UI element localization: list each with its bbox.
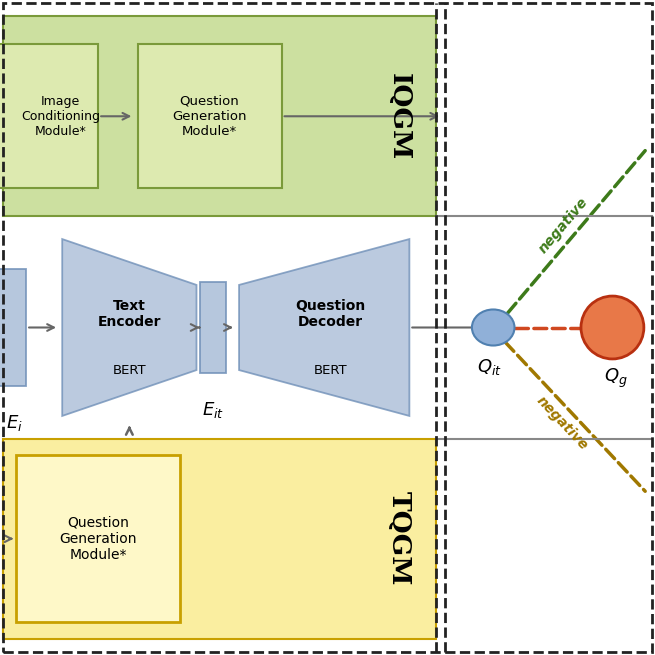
Circle shape	[581, 296, 644, 359]
Text: BERT: BERT	[314, 364, 348, 377]
Text: $\mathit{E_i}$: $\mathit{E_i}$	[7, 413, 23, 433]
Text: IQGM: IQGM	[387, 73, 412, 160]
Bar	[0, 45, 98, 189]
Polygon shape	[239, 239, 409, 416]
Bar	[200, 282, 226, 373]
Text: Question
Generation
Module*: Question Generation Module*	[172, 95, 247, 138]
Bar	[3, 16, 436, 216]
Text: $\mathit{E_{it}}$: $\mathit{E_{it}}$	[202, 400, 224, 420]
Bar	[3, 439, 436, 639]
Text: negative: negative	[534, 394, 590, 453]
Text: $\mathbf{\mathit{Q_{it}}}$: $\mathbf{\mathit{Q_{it}}}$	[477, 357, 502, 377]
Text: negative: negative	[536, 195, 591, 256]
Bar	[0, 269, 26, 386]
Text: Text
Encoder: Text Encoder	[98, 299, 161, 329]
Text: BERT: BERT	[113, 364, 146, 377]
Ellipse shape	[472, 310, 514, 346]
Bar	[138, 45, 282, 189]
Polygon shape	[62, 239, 196, 416]
Text: $\mathbf{\mathit{Q_g}}$: $\mathbf{\mathit{Q_g}}$	[604, 367, 627, 390]
Text: TQGM: TQGM	[387, 491, 412, 586]
Text: Question
Decoder: Question Decoder	[295, 299, 366, 329]
Text: Image
Conditioning
Module*: Image Conditioning Module*	[21, 95, 100, 138]
Bar	[16, 455, 180, 622]
Text: Question
Generation
Module*: Question Generation Module*	[60, 515, 137, 562]
